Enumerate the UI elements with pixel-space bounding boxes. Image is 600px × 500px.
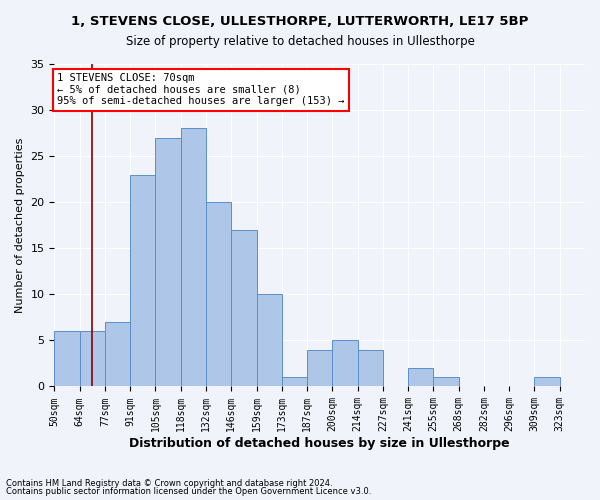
Bar	[358, 350, 383, 387]
Y-axis label: Number of detached properties: Number of detached properties	[15, 138, 25, 313]
Bar	[155, 138, 181, 386]
Bar	[231, 230, 257, 386]
Bar	[130, 174, 155, 386]
Text: 1, STEVENS CLOSE, ULLESTHORPE, LUTTERWORTH, LE17 5BP: 1, STEVENS CLOSE, ULLESTHORPE, LUTTERWOR…	[71, 15, 529, 28]
Text: Size of property relative to detached houses in Ullesthorpe: Size of property relative to detached ho…	[125, 35, 475, 48]
Bar	[282, 378, 307, 386]
Bar	[55, 331, 80, 386]
Bar	[105, 322, 130, 386]
Bar	[433, 378, 458, 386]
Bar	[535, 378, 560, 386]
Text: 1 STEVENS CLOSE: 70sqm
← 5% of detached houses are smaller (8)
95% of semi-detac: 1 STEVENS CLOSE: 70sqm ← 5% of detached …	[57, 73, 345, 106]
Text: Contains public sector information licensed under the Open Government Licence v3: Contains public sector information licen…	[6, 487, 371, 496]
Bar	[80, 331, 105, 386]
Bar	[181, 128, 206, 386]
X-axis label: Distribution of detached houses by size in Ullesthorpe: Distribution of detached houses by size …	[130, 437, 510, 450]
Text: Contains HM Land Registry data © Crown copyright and database right 2024.: Contains HM Land Registry data © Crown c…	[6, 478, 332, 488]
Bar	[307, 350, 332, 387]
Bar	[332, 340, 358, 386]
Bar	[206, 202, 231, 386]
Bar	[408, 368, 433, 386]
Bar	[257, 294, 282, 386]
